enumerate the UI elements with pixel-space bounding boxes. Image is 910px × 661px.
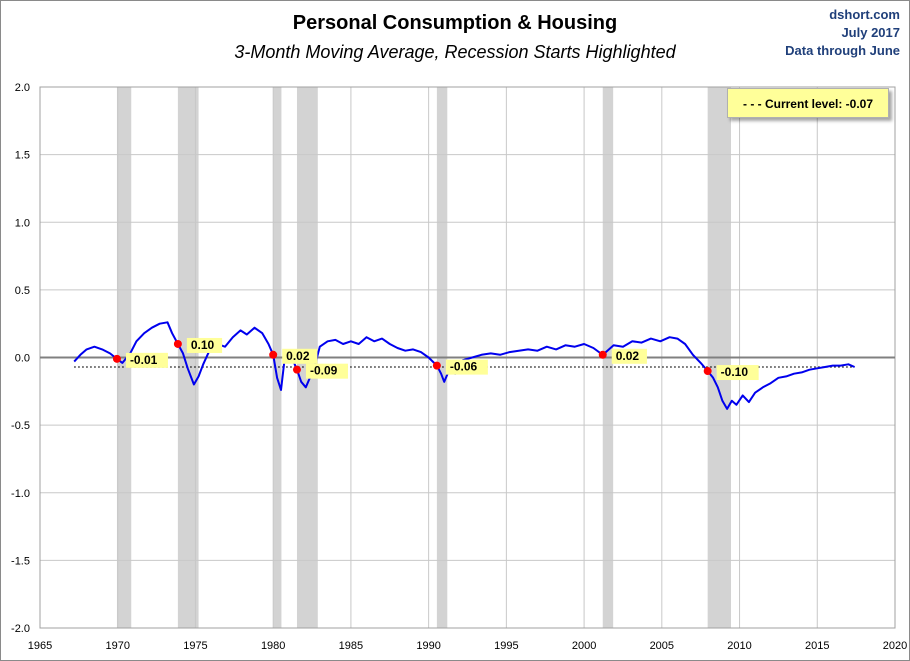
x-tick-label: 1990 [416,640,440,652]
y-tick-label: 1.5 [15,150,30,162]
callout-box [611,348,647,364]
x-tick-label: 2020 [883,640,907,652]
axes [39,86,896,629]
x-tick-label: 1970 [105,640,129,652]
callout-label: -0.01 [130,353,158,367]
recession-start-marker [173,339,182,348]
y-tick-label: 0.5 [15,285,30,297]
callout-label: 0.02 [286,349,310,363]
recession-start-marker [703,367,712,376]
y-tick-label: -1.5 [11,555,30,567]
y-tick-label: -0.5 [11,420,30,432]
credit-date: July 2017 [841,25,900,40]
x-tick-label: 2005 [650,640,674,652]
chart-title: Personal Consumption & Housing [292,12,618,34]
x-tick-label: 2000 [572,640,596,652]
callout-box [282,348,318,364]
callout-box [305,363,348,379]
callout-label: 0.10 [191,338,215,352]
y-tick-label: -1.0 [11,488,30,500]
recession-start-marker [269,350,278,359]
callout-label: 0.02 [616,349,640,363]
recession-start-marker [292,365,301,374]
x-tick-label: 1980 [261,640,285,652]
chart-subtitle: 3-Month Moving Average, Recession Starts… [234,42,676,62]
y-tick-label: 2.0 [15,82,30,94]
legend-current-level: - - - Current level: -0.07 [727,88,889,118]
callout-label: -0.09 [310,364,338,378]
callout-box [445,359,488,375]
recession-callouts: -0.010.100.02-0.09 -0.060.02-0.10 [112,337,759,381]
recession-start-marker [112,354,121,363]
credit-through: Data through June [785,43,900,58]
x-tick-label: 1965 [28,640,52,652]
callout-box [716,365,759,381]
recession-start-marker [432,361,441,370]
y-tick-label: 1.0 [15,217,30,229]
callout-box [186,337,223,353]
y-tick-label: 0.0 [15,353,30,365]
callout-box [125,352,168,368]
callout-label: -0.06 [450,360,478,374]
recession-start-marker [598,350,607,359]
credit-source: dshort.com [829,7,900,22]
x-tick-label: 1985 [339,640,363,652]
tick-labels: 2.0 1.5 1.0 0.5 0.0 -0.5 -1.0 -1.5 -2.0 1965 1970 1… [11,82,907,652]
y-tick-label: -2.0 [11,623,30,635]
x-tick-label: 2010 [727,640,751,652]
x-tick-label: 1995 [494,640,518,652]
x-tick-label: 1975 [183,640,207,652]
callout-label: -0.10 [721,365,749,379]
x-tick-label: 2015 [805,640,829,652]
